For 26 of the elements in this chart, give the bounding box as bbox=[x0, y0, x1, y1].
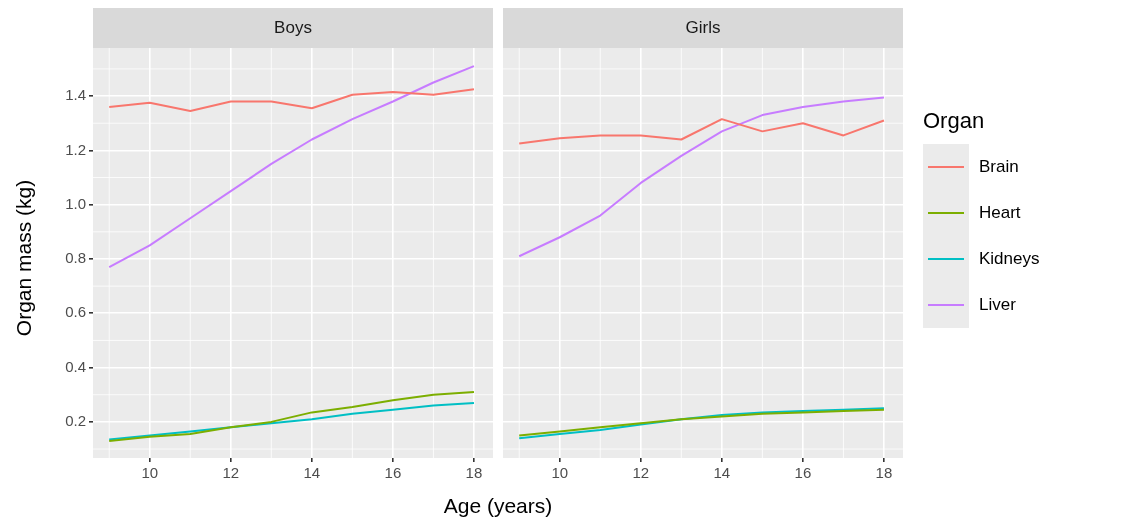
x-tick-label: 12 bbox=[222, 464, 240, 482]
y-tick-label: 1.4 bbox=[65, 86, 86, 104]
x-tick-label: 10 bbox=[141, 464, 159, 482]
x-tick-label: 12 bbox=[632, 464, 650, 482]
y-tick-label: 0.6 bbox=[65, 303, 86, 321]
legend-label: Brain bbox=[979, 157, 1019, 177]
legend-label: Kidneys bbox=[979, 249, 1040, 269]
x-tick-label: 18 bbox=[875, 464, 893, 482]
y-tick-label: 0.2 bbox=[65, 412, 86, 430]
y-tick-label: 1.2 bbox=[65, 140, 86, 158]
y-axis-title: Organ mass (kg) bbox=[12, 179, 36, 337]
x-tick-label: 16 bbox=[794, 464, 812, 482]
x-tick-label: 18 bbox=[465, 464, 483, 482]
legend-label: Heart bbox=[979, 203, 1021, 223]
x-tick-label: 14 bbox=[303, 464, 321, 482]
y-tick-label: 0.4 bbox=[65, 357, 86, 375]
x-tick-label: 14 bbox=[713, 464, 731, 482]
legend-title: Organ bbox=[923, 108, 986, 134]
y-tick-label: 0.8 bbox=[65, 249, 86, 267]
chart-title: Girls bbox=[503, 8, 903, 48]
x-axis-title: Age (years) bbox=[442, 494, 554, 518]
legend-label: Liver bbox=[979, 295, 1016, 315]
x-tick-label: 16 bbox=[384, 464, 402, 482]
chart-title: Boys bbox=[93, 8, 493, 48]
y-tick-label: 1.0 bbox=[65, 194, 86, 212]
x-tick-label: 10 bbox=[551, 464, 569, 482]
